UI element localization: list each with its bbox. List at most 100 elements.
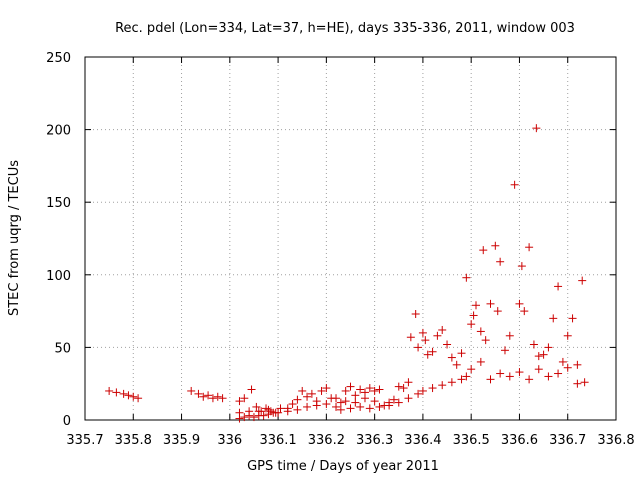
data-points bbox=[105, 124, 589, 423]
data-point bbox=[554, 369, 563, 378]
data-point bbox=[505, 331, 514, 340]
x-axis-ticks: 335.7 335.8 335.9 336 336.1 336.2 336.3 336.4 33… bbox=[66, 57, 635, 448]
y-tick-label: 200 bbox=[46, 124, 71, 139]
data-point bbox=[360, 394, 369, 403]
data-point bbox=[438, 381, 447, 390]
data-point bbox=[336, 405, 345, 414]
data-point bbox=[235, 397, 244, 406]
data-point bbox=[406, 333, 415, 342]
data-point bbox=[365, 404, 374, 413]
data-point bbox=[264, 405, 273, 414]
data-point bbox=[438, 325, 447, 334]
data-point bbox=[341, 386, 350, 395]
x-tick-label: 335.9 bbox=[163, 433, 200, 448]
data-point bbox=[467, 320, 476, 329]
data-point bbox=[517, 262, 526, 271]
data-point bbox=[247, 385, 256, 394]
data-point bbox=[254, 407, 263, 416]
data-point bbox=[336, 398, 345, 407]
data-point bbox=[394, 382, 403, 391]
data-point bbox=[404, 394, 413, 403]
data-point bbox=[105, 386, 114, 395]
data-point bbox=[307, 389, 316, 398]
data-point bbox=[322, 400, 331, 409]
data-point bbox=[549, 314, 558, 323]
data-point bbox=[112, 388, 121, 397]
data-point bbox=[351, 398, 360, 407]
data-point bbox=[520, 307, 529, 316]
data-point bbox=[411, 310, 420, 319]
data-point bbox=[428, 384, 437, 393]
x-tick-label: 335.8 bbox=[115, 433, 152, 448]
x-axis-label: GPS time / Days of year 2011 bbox=[247, 459, 439, 474]
data-point bbox=[505, 372, 514, 381]
data-point bbox=[283, 407, 292, 416]
data-point bbox=[539, 350, 548, 359]
data-point bbox=[515, 368, 524, 377]
data-point bbox=[332, 394, 341, 403]
data-point bbox=[418, 386, 427, 395]
grid-lines bbox=[85, 57, 616, 420]
data-point bbox=[433, 331, 442, 340]
data-point bbox=[235, 408, 244, 417]
data-point bbox=[129, 392, 138, 401]
data-point bbox=[293, 405, 302, 414]
data-point bbox=[346, 404, 355, 413]
data-point bbox=[457, 375, 466, 384]
data-point bbox=[312, 401, 321, 410]
data-point bbox=[472, 301, 481, 310]
data-point bbox=[428, 347, 437, 356]
data-point bbox=[479, 246, 488, 255]
data-point bbox=[447, 353, 456, 362]
data-point bbox=[298, 386, 307, 395]
data-point bbox=[187, 386, 196, 395]
data-point bbox=[573, 360, 582, 369]
x-tick-label: 336.4 bbox=[404, 433, 441, 448]
data-point bbox=[414, 389, 423, 398]
x-tick-label: 336.5 bbox=[453, 433, 490, 448]
data-point bbox=[476, 357, 485, 366]
data-point bbox=[491, 241, 500, 250]
data-point bbox=[375, 385, 384, 394]
data-point bbox=[303, 392, 312, 401]
data-point bbox=[481, 336, 490, 345]
data-point bbox=[563, 331, 572, 340]
data-point bbox=[423, 350, 432, 359]
y-tick-label: 150 bbox=[46, 196, 71, 211]
data-point bbox=[515, 299, 524, 308]
data-point bbox=[525, 375, 534, 384]
data-point bbox=[245, 407, 254, 416]
x-tick-label: 336.7 bbox=[549, 433, 586, 448]
chart-title: Rec. pdel (Lon=334, Lat=37, h=HE), days … bbox=[115, 21, 575, 36]
data-point bbox=[486, 299, 495, 308]
data-point bbox=[356, 385, 365, 394]
data-point bbox=[573, 379, 582, 388]
data-point bbox=[457, 349, 466, 358]
x-tick-label: 336.1 bbox=[259, 433, 296, 448]
data-point bbox=[276, 404, 285, 413]
data-point bbox=[370, 397, 379, 406]
data-point bbox=[252, 402, 261, 411]
data-point bbox=[240, 413, 249, 422]
data-point bbox=[467, 365, 476, 374]
data-point bbox=[208, 394, 217, 403]
data-point bbox=[510, 180, 519, 189]
data-point bbox=[288, 400, 297, 409]
data-point bbox=[259, 411, 268, 420]
data-point bbox=[496, 369, 505, 378]
data-point bbox=[578, 276, 587, 285]
data-point bbox=[293, 395, 302, 404]
data-point bbox=[525, 243, 534, 252]
data-point bbox=[356, 402, 365, 411]
x-tick-label: 336.2 bbox=[308, 433, 345, 448]
data-point bbox=[529, 340, 538, 349]
data-point bbox=[563, 363, 572, 372]
data-point bbox=[346, 382, 355, 391]
data-point bbox=[443, 340, 452, 349]
data-point bbox=[249, 413, 258, 422]
data-point bbox=[385, 401, 394, 410]
data-point bbox=[218, 394, 227, 403]
data-point bbox=[332, 402, 341, 411]
plot-frame bbox=[84, 56, 617, 421]
